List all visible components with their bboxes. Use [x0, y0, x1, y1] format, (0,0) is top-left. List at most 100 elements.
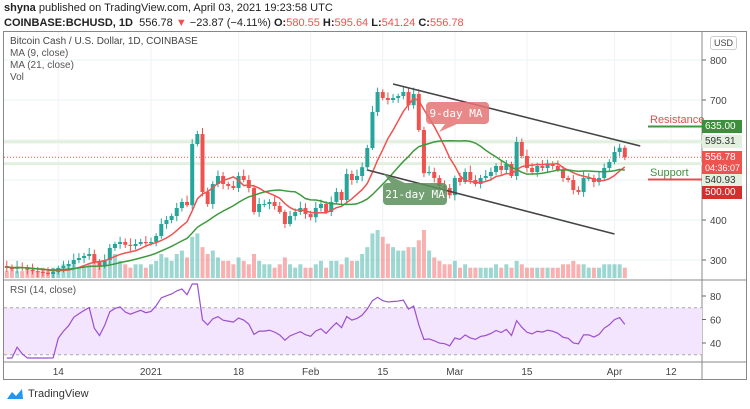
- volume-bar: [205, 254, 210, 278]
- volume-bar: [76, 267, 81, 278]
- x-tick-label: Mar: [446, 367, 464, 378]
- volume-bar: [504, 264, 509, 278]
- volume-bar: [20, 271, 25, 278]
- volume-bar: [591, 267, 596, 278]
- volume-bar: [581, 264, 586, 278]
- candle-body: [458, 178, 462, 182]
- candle-body: [401, 92, 406, 96]
- volume-bar: [159, 254, 164, 278]
- y-tick-label: 400: [710, 216, 727, 227]
- candle-body: [391, 98, 396, 100]
- x-tick-label: 18: [233, 367, 245, 378]
- low-price-line: [4, 162, 702, 166]
- candle-body: [308, 214, 313, 218]
- chart-frame[interactable]: [3, 31, 747, 380]
- candle-body: [555, 166, 560, 170]
- candle-body: [200, 134, 205, 192]
- lower-trendline: [367, 169, 615, 235]
- publisher-name[interactable]: shyna: [4, 2, 36, 14]
- volume-bar: [107, 257, 112, 278]
- legend-vol[interactable]: Vol: [10, 72, 24, 83]
- candle-body: [586, 178, 591, 179]
- candle-body: [282, 212, 287, 224]
- volume-bar: [535, 267, 540, 278]
- candle-body: [195, 134, 200, 144]
- volume-bar: [272, 267, 277, 278]
- rsi-tick-label: 80: [710, 292, 722, 303]
- candle-body: [25, 268, 30, 270]
- symbol: COINBASE:BCHUSD, 1D: [4, 17, 133, 29]
- low-label: L:: [371, 17, 382, 29]
- candle-body: [504, 164, 509, 170]
- candle-body: [535, 166, 540, 172]
- candle-body: [540, 166, 545, 168]
- volume-bar: [246, 264, 251, 278]
- candle-body: [463, 172, 468, 182]
- ma21-line: [6, 139, 625, 271]
- currency-button[interactable]: USD: [710, 36, 738, 50]
- volume-bar: [231, 264, 236, 278]
- volume-bar: [545, 267, 550, 278]
- volume-bar: [282, 257, 287, 278]
- volume-bar: [267, 264, 272, 278]
- volume-bar: [179, 250, 184, 278]
- volume-bar: [334, 260, 339, 278]
- candle-body: [102, 260, 107, 266]
- volume-bar: [406, 247, 411, 278]
- upper-trendline: [392, 83, 641, 147]
- volume-bar: [154, 260, 159, 278]
- legend-rsi[interactable]: RSI (14, close): [10, 285, 77, 296]
- candle-body: [205, 192, 210, 204]
- ma9-callout: [426, 102, 489, 132]
- x-tick-label: Apr: [607, 367, 623, 378]
- volume-bar: [324, 267, 329, 278]
- volume-bar: [277, 264, 282, 278]
- legend-ma9[interactable]: MA (9, close): [10, 48, 69, 59]
- volume-bar: [375, 230, 380, 278]
- volume-bar: [483, 267, 488, 278]
- candle-body: [143, 242, 148, 244]
- volume-bar: [236, 257, 241, 278]
- x-tick-label: Feb: [302, 367, 320, 378]
- high-price-line: [4, 140, 702, 144]
- candle-body: [432, 172, 437, 178]
- candle-body: [128, 244, 133, 246]
- candle-body: [236, 176, 241, 188]
- candle-body: [452, 178, 457, 196]
- rsi-line: [6, 283, 626, 359]
- tradingview-logo[interactable]: TradingView: [6, 388, 89, 400]
- legend-ma21[interactable]: MA (21, close): [10, 60, 74, 71]
- volume-bar: [468, 267, 473, 278]
- candle-body: [190, 144, 195, 206]
- rsi-band: [4, 307, 702, 355]
- y-tick-label: 700: [710, 96, 727, 107]
- volume-bar: [138, 264, 143, 278]
- volume-bar: [257, 260, 262, 278]
- volume-bar: [607, 264, 612, 278]
- bar-countdown: 04:36:07: [705, 163, 741, 173]
- y-tick-label: 800: [710, 56, 727, 67]
- candle-body: [185, 202, 190, 206]
- candle-body: [40, 272, 45, 273]
- volume-bar: [365, 247, 370, 278]
- down-arrow-icon: ▼: [175, 17, 187, 29]
- volume-bar: [298, 264, 303, 278]
- volume-bar: [169, 260, 174, 278]
- brand-name: TradingView: [28, 388, 89, 400]
- volume-bar: [360, 254, 365, 278]
- candle-body: [385, 98, 390, 100]
- volume-bar: [66, 264, 71, 278]
- volume-bar: [190, 236, 195, 278]
- last-price-value: 556.78: [705, 152, 736, 163]
- candle-body: [246, 180, 251, 188]
- candle-body: [607, 162, 612, 168]
- volume-bar: [391, 247, 396, 278]
- candle-body: [324, 204, 329, 212]
- candle-body: [46, 272, 50, 274]
- volume-bar: [262, 264, 267, 278]
- volume-bar: [617, 264, 622, 278]
- volume-bar: [473, 267, 478, 278]
- candle-body: [355, 176, 359, 180]
- candle-body: [215, 176, 220, 184]
